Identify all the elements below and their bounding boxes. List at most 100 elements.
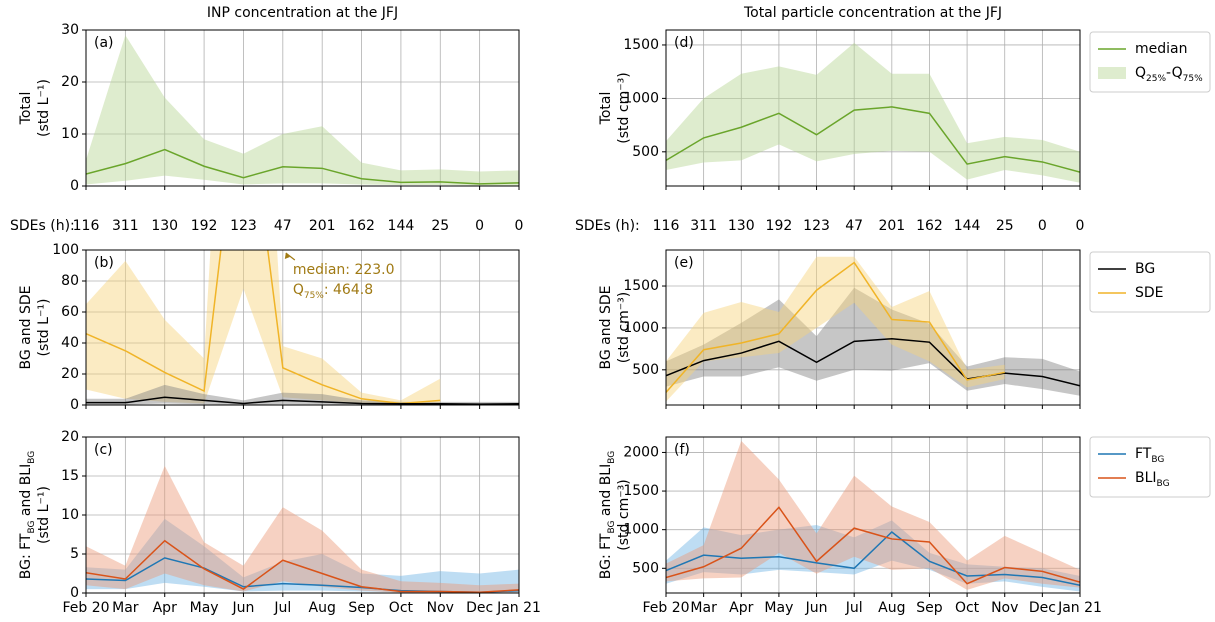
legend-label: FTBG [1135, 446, 1164, 465]
sde-hours: 25 [431, 218, 449, 234]
iqr-band [86, 250, 441, 405]
y-axis-label: (std L⁻¹) [36, 299, 52, 357]
sde-hours: 47 [274, 218, 292, 234]
y-axis-label: BG: FTBG and BLIBG [18, 451, 37, 580]
sde-hours: 162 [916, 218, 943, 234]
subscript: BG [1151, 455, 1164, 465]
x-tick-label: Dec [466, 600, 493, 616]
axes-frame [85, 436, 520, 594]
sde-hours: 123 [803, 218, 830, 234]
y-tick-label: 20 [61, 366, 79, 382]
sde-hours: 162 [348, 218, 375, 234]
y-tick-label: 60 [61, 304, 79, 320]
x-tick-label: Jan 21 [1057, 600, 1102, 616]
panel: 500 1000 1500 (d) Total particle concentrati… [598, 5, 1211, 190]
y-axis-label: (std cm⁻³) [616, 72, 632, 143]
y-axis-label: Total [598, 92, 614, 126]
sde-hours: 130 [728, 218, 755, 234]
sde-hours: 201 [309, 218, 336, 234]
median-line [86, 148, 519, 185]
subscript: BG [27, 451, 37, 464]
x-tick-label: Nov [427, 600, 454, 616]
text-part: median: 223.0 [293, 262, 395, 278]
annotation-arrowhead [284, 253, 290, 259]
y-tick-label: 40 [61, 335, 79, 351]
subscript: 75% [304, 291, 324, 301]
subscript: 75% [1183, 74, 1203, 84]
x-tick-label: Aug [309, 600, 336, 616]
y-axis-label: (std L⁻¹) [36, 79, 52, 137]
x-tick-label: May [190, 600, 219, 616]
axes-frame [665, 436, 1081, 594]
y-tick-label: 20 [61, 74, 79, 90]
sde-hours: 116 [73, 218, 100, 234]
median-line [666, 530, 1080, 587]
x-tick-label: Feb 20 [62, 600, 109, 616]
axes-frame [665, 29, 1081, 187]
x-tick-label: Jan 21 [496, 600, 541, 616]
x-tick-label: Apr [729, 600, 753, 616]
text-part: Q [293, 282, 304, 298]
y-axis-label: Total [18, 92, 34, 126]
iqr-band [666, 520, 1080, 592]
panel: 0 5 10 15 20 Feb 20 Mar Apr May Jun Jul Aug Sep Oct No… [18, 429, 541, 616]
x-tick-label: Oct [389, 600, 414, 616]
annotation-arrow [285, 252, 296, 261]
median-line [666, 506, 1080, 585]
text-part: FT [1135, 446, 1152, 462]
x-tick-label: Sep [916, 600, 943, 616]
sde-hours: 0 [1076, 218, 1085, 234]
y-tick-label: 5 [70, 546, 79, 562]
panel-label: (e) [674, 255, 694, 271]
sde-hours: 201 [878, 218, 905, 234]
x-tick-label: Sep [348, 600, 375, 616]
sde-hours: 47 [845, 218, 863, 234]
sde-hours: 311 [690, 218, 717, 234]
annotation: Q75%: 464.8 [293, 282, 373, 301]
y-tick-label: 1000 [623, 90, 659, 106]
iqr-band [666, 256, 1005, 402]
legend-box [1089, 251, 1211, 313]
median-line [86, 539, 519, 593]
x-tick-label: Jul [845, 600, 863, 616]
x-tick-label: Aug [878, 600, 905, 616]
y-tick-label: 20 [61, 429, 79, 445]
panel-title: Total particle concentration at the JFJ [743, 5, 1002, 21]
plot-area [86, 250, 519, 405]
y-tick-label: 15 [61, 468, 79, 484]
subscript: BG [607, 521, 617, 534]
panel: 0 20 40 60 80 100 (b) BG and SDE (std L⁻¹) SDEs (… [10, 218, 524, 413]
panel-label: (f) [674, 442, 690, 458]
x-tick-label: Jul [273, 600, 291, 616]
y-tick-label: 1500 [623, 278, 659, 294]
text-part: Q [1135, 65, 1146, 81]
sde-hours: 0 [1038, 218, 1047, 234]
y-tick-label: 1000 [623, 320, 659, 336]
y-axis-label: (std cm⁻³) [616, 292, 632, 363]
y-axis-label: (std L⁻¹) [36, 486, 52, 544]
sde-label: SDEs (h): [575, 218, 640, 234]
median-line [666, 261, 1005, 393]
iqr-band [86, 518, 519, 593]
plot-area [666, 440, 1080, 592]
y-tick-label: 30 [61, 22, 79, 38]
axes-frame [85, 249, 520, 406]
x-tick-label: Mar [690, 600, 717, 616]
x-tick-label: Jun [232, 600, 255, 616]
y-tick-label: 500 [632, 362, 659, 378]
subscript: BG [607, 451, 617, 464]
y-tick-label: 0 [70, 585, 79, 601]
y-axis-label: (std cm⁻³) [616, 479, 632, 550]
panel-label: (d) [674, 35, 694, 51]
y-axis-label: BG and SDE [598, 286, 614, 370]
y-tick-label: 1500 [623, 37, 659, 53]
x-tick-label: Feb 20 [642, 600, 689, 616]
text-part: and BLI [18, 464, 34, 521]
panel: 0 10 20 30 (a) INP concentration at the JFJ To… [18, 5, 520, 194]
text-part: : 464.8 [324, 282, 373, 298]
median-line [86, 250, 441, 405]
y-tick-label: 80 [61, 273, 79, 289]
y-tick-label: 0 [70, 397, 79, 413]
sde-hours: 192 [191, 218, 218, 234]
sde-hours: 0 [515, 218, 524, 234]
